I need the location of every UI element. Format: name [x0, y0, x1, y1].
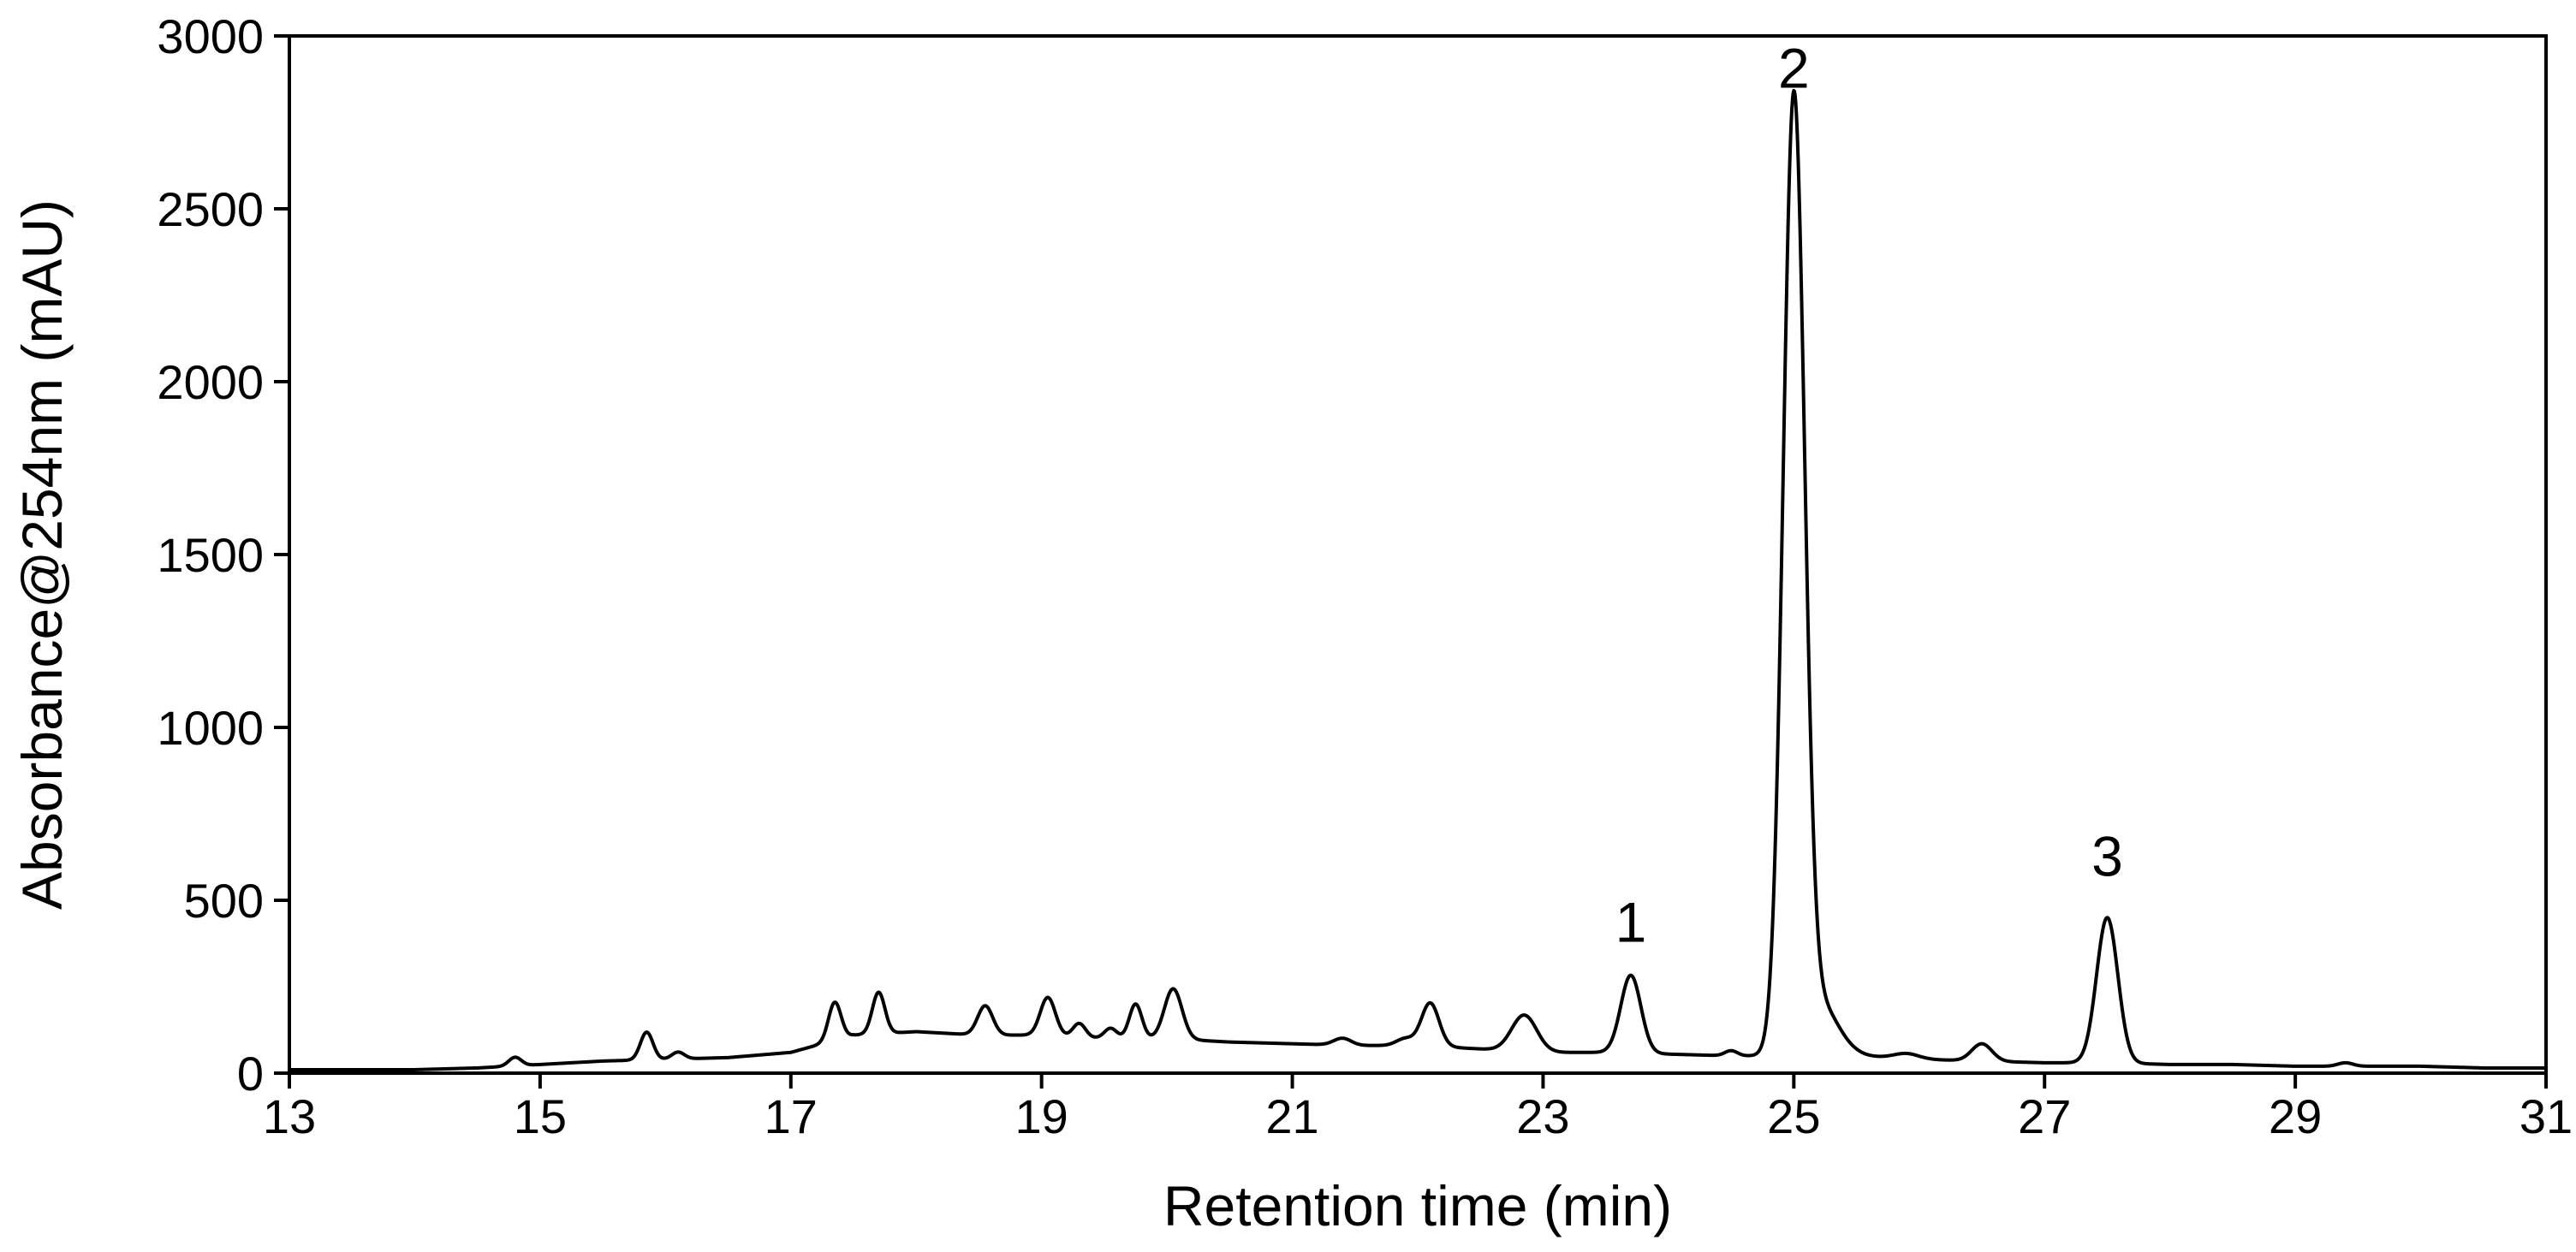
peak-label-1: 1 [1615, 890, 1647, 953]
y-axis-title: Absorbance@254nm (mAU) [10, 199, 74, 910]
y-tick-label: 1000 [157, 701, 264, 755]
x-tick-label: 27 [2018, 1089, 2071, 1143]
chromatogram-trace [288, 88, 2548, 1071]
peak-label-2: 2 [1778, 37, 1810, 100]
x-axis-title: Retention time (min) [1163, 1174, 1672, 1237]
x-tick-label: 25 [1767, 1089, 1820, 1143]
y-tick-label: 2500 [157, 182, 264, 236]
x-tick-label: 19 [1015, 1089, 1068, 1143]
y-tick-label: 3000 [157, 9, 264, 63]
y-tick-label: 1500 [157, 528, 264, 582]
y-axis: 0 500 1000 1500 2000 2500 3000 [157, 9, 289, 1101]
x-axis: 13 15 17 19 21 23 25 27 29 31 [263, 1073, 2573, 1143]
x-tick-label: 15 [514, 1089, 567, 1143]
peak-label-3: 3 [2091, 825, 2123, 888]
x-tick-label: 23 [1516, 1089, 1569, 1143]
y-tick-label: 2000 [157, 355, 264, 409]
y-tick-label: 0 [237, 1047, 264, 1101]
x-tick-label: 31 [2519, 1089, 2573, 1143]
x-tick-label: 13 [263, 1089, 316, 1143]
y-tick-label: 500 [184, 874, 264, 928]
x-tick-label: 29 [2269, 1089, 2322, 1143]
plot-frame [288, 34, 2548, 1075]
peak-annotations: 1 2 3 [1615, 37, 2123, 954]
x-tick-label: 17 [764, 1089, 818, 1143]
x-tick-label: 21 [1265, 1089, 1318, 1143]
